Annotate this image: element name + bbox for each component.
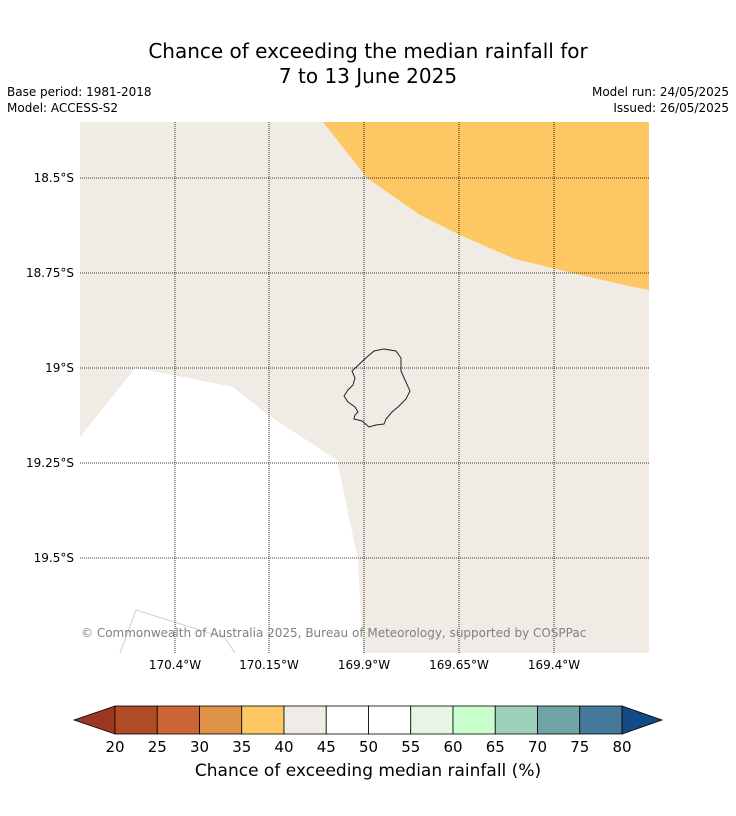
colorbar-bin [199,705,243,735]
chart-title: Chance of exceeding the median rainfall … [0,39,736,89]
colorbar-bin [579,705,623,735]
meta-left: Base period: 1981-2018 Model: ACCESS-S2 [7,84,152,116]
longitude-labels: 170.4°W 170.15°W 169.9°W 169.65°W 169.4°W [149,658,580,672]
colorbar-bin [452,705,496,735]
model-text: Model: ACCESS-S2 [7,101,119,115]
colorbar-bin [114,705,158,735]
colorbar-under-arrow [72,705,116,735]
colorbar-bin [494,705,538,735]
minor-coastline [119,609,236,653]
colorbar-tick-label: 20 [105,738,124,756]
longitude-label: 169.65°W [429,658,489,672]
colorbar-tick-label: 40 [274,738,293,756]
colorbar-tick-label: 50 [359,738,378,756]
title-line-2: 7 to 13 June 2025 [278,64,458,88]
colorbar-label: Chance of exceeding median rainfall (%) [194,761,542,781]
colorbar-tick-label: 45 [317,738,336,756]
colorbar-tick-label: 55 [401,738,420,756]
colorbar-tick-label: 80 [612,738,631,756]
copyright-text: © Commonwealth of Australia 2025, Bureau… [81,626,586,640]
latitude-label: 19.25°S [26,456,74,470]
colorbar-tick-label: 60 [443,738,462,756]
latitude-label: 18.75°S [26,266,74,280]
latitude-labels: 18.5°S 18.75°S 19°S 19.25°S 19.5°S [26,171,74,565]
map-regions [80,122,649,653]
colorbar-bin [410,705,454,735]
model-run-text: Model run: 24/05/2025 [591,85,729,99]
colorbar-bin [537,705,581,735]
region-45-55 [80,368,363,653]
colorbar-bin [156,705,200,735]
colorbar-bin [241,705,285,735]
latitude-label: 18.5°S [34,171,74,185]
longitude-label: 169.4°W [528,658,580,672]
colorbar-tick-label: 75 [570,738,589,756]
colorbar-tick-label: 35 [232,738,251,756]
colorbar-bin [283,705,327,735]
longitude-label: 170.15°W [239,658,299,672]
colorbar-tick-label: 70 [528,738,547,756]
colorbar: 20 25 30 35 40 45 50 55 60 65 70 75 80 [72,705,664,756]
colorbar-over-arrow [621,705,664,735]
title-line-1: Chance of exceeding the median rainfall … [148,39,588,63]
longitude-label: 170.4°W [149,658,201,672]
meta-right: Model run: 24/05/2025 Issued: 26/05/2025 [592,84,729,116]
colorbar-tick-label: 25 [148,738,167,756]
longitude-label: 169.9°W [338,658,390,672]
colorbar-tick-label: 30 [190,738,209,756]
region-35-40 [323,122,649,290]
colorbar-tick-label: 65 [486,738,505,756]
niue-island-outline [343,348,411,428]
latitude-label: 19.5°S [34,551,74,565]
colorbar-bin [368,705,412,735]
issued-text: Issued: 26/05/2025 [613,101,729,115]
latitude-label: 19°S [45,361,74,375]
colorbar-bin [325,705,369,735]
map-gridlines [80,122,649,653]
base-period-text: Base period: 1981-2018 [7,85,152,99]
